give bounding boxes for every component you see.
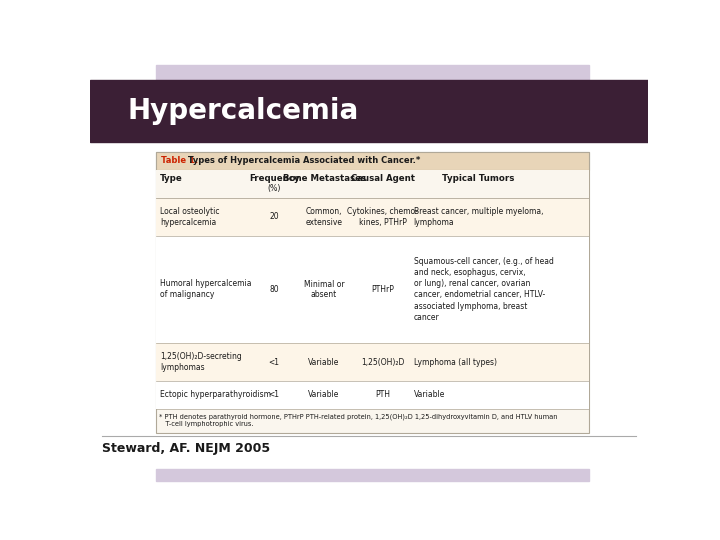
- Bar: [156, 381, 590, 409]
- Bar: [156, 343, 590, 381]
- Text: 20: 20: [269, 212, 279, 221]
- Text: Humoral hypercalcemia
of malignancy: Humoral hypercalcemia of malignancy: [161, 279, 252, 300]
- Text: Ectopic hyperparathyroidism: Ectopic hyperparathyroidism: [161, 390, 271, 400]
- Text: Lymphoma (all types): Lymphoma (all types): [413, 357, 497, 367]
- Text: Variable: Variable: [308, 357, 340, 367]
- Text: <1: <1: [269, 390, 279, 400]
- Text: Typical Tumors: Typical Tumors: [442, 173, 515, 183]
- Text: Causal Agent: Causal Agent: [351, 173, 415, 183]
- Text: Squamous-cell cancer, (e.g., of head
and neck, esophagus, cervix,
or lung), rena: Squamous-cell cancer, (e.g., of head and…: [413, 257, 554, 322]
- Bar: [156, 152, 590, 433]
- Text: 1,25(OH)₂D: 1,25(OH)₂D: [361, 357, 405, 367]
- Text: 80: 80: [269, 285, 279, 294]
- Text: Frequency: Frequency: [249, 173, 300, 183]
- Text: Bone Metastases: Bone Metastases: [282, 173, 366, 183]
- Text: Local osteolytic
hypercalcemia: Local osteolytic hypercalcemia: [161, 207, 220, 227]
- Text: Steward, AF. NEJM 2005: Steward, AF. NEJM 2005: [102, 442, 271, 455]
- Text: Common,
extensive: Common, extensive: [305, 207, 343, 227]
- Text: <1: <1: [269, 357, 279, 367]
- Bar: [156, 65, 590, 80]
- Text: Variable: Variable: [413, 390, 445, 400]
- Bar: [156, 170, 590, 198]
- Text: * PTH denotes parathyroid hormone, PTHrP PTH-related protein, 1,25(OH)₂D 1,25-di: * PTH denotes parathyroid hormone, PTHrP…: [159, 413, 558, 427]
- Text: PTHrP: PTHrP: [372, 285, 394, 294]
- Text: 1,25(OH)₂D-secreting
lymphomas: 1,25(OH)₂D-secreting lymphomas: [161, 352, 242, 372]
- Text: Cytokines, chemo-
kines, PTHrP: Cytokines, chemo- kines, PTHrP: [347, 207, 418, 227]
- Text: (%): (%): [268, 184, 281, 193]
- Text: PTH: PTH: [375, 390, 390, 400]
- Bar: [90, 80, 648, 141]
- Bar: [156, 152, 590, 170]
- Bar: [156, 469, 590, 481]
- Bar: [156, 198, 590, 236]
- Text: Minimal or
absent: Minimal or absent: [304, 280, 344, 299]
- Text: Type: Type: [161, 173, 183, 183]
- Text: Variable: Variable: [308, 390, 340, 400]
- Text: Table 1.: Table 1.: [161, 157, 199, 165]
- Bar: [156, 236, 590, 343]
- Text: Breast cancer, multiple myeloma,
lymphoma: Breast cancer, multiple myeloma, lymphom…: [413, 207, 543, 227]
- Text: Hypercalcemia: Hypercalcemia: [128, 97, 359, 125]
- Text: Types of Hypercalcemia Associated with Cancer.*: Types of Hypercalcemia Associated with C…: [185, 157, 420, 165]
